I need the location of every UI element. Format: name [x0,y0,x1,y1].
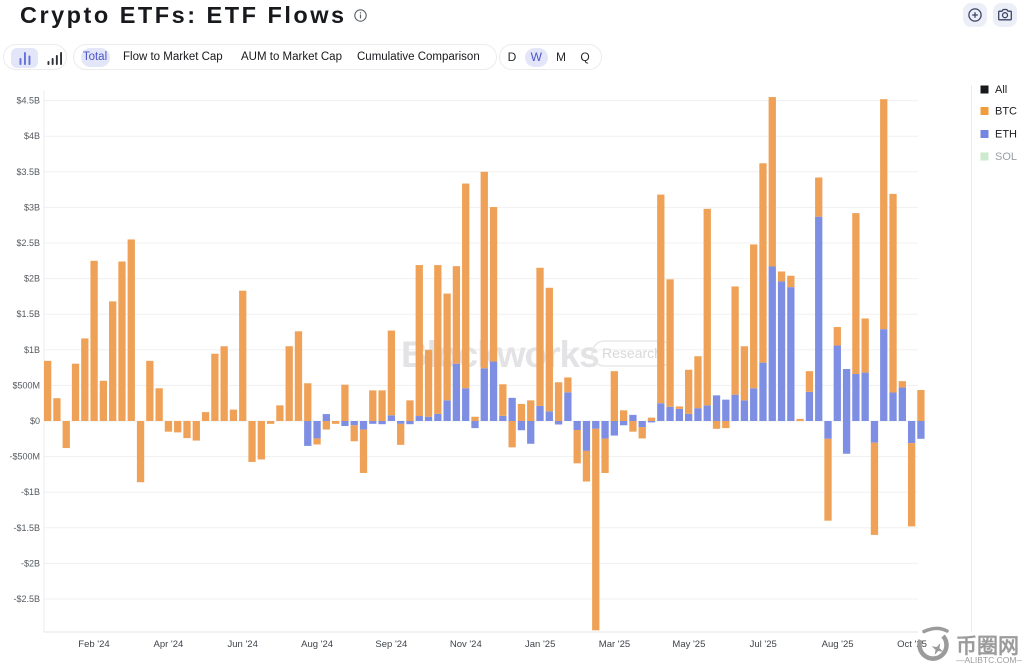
svg-text:-$1B: -$1B [21,487,40,497]
svg-text:Aug '25: Aug '25 [822,639,854,650]
svg-text:$2.5B: $2.5B [16,238,40,248]
svg-text:币圈网: 币圈网 [956,635,1019,658]
svg-text:$500M: $500M [12,380,40,390]
svg-text:ETH: ETH [995,129,1017,141]
svg-text:Aug '24: Aug '24 [301,639,333,650]
svg-text:-$1.5B: -$1.5B [13,523,40,533]
svg-text:$3B: $3B [24,202,40,212]
svg-text:Jun '24: Jun '24 [228,639,258,650]
svg-text:Jul '25: Jul '25 [750,639,777,650]
svg-text:SOL: SOL [995,151,1017,163]
svg-text:-$500M: -$500M [9,452,40,462]
svg-text:All: All [995,84,1007,96]
svg-text:$4.5B: $4.5B [16,96,40,106]
svg-text:$3.5B: $3.5B [16,167,40,177]
svg-text:BTC: BTC [995,106,1017,118]
svg-text:$2B: $2B [24,274,40,284]
svg-text:Nov '24: Nov '24 [450,639,482,650]
svg-text:Research: Research [602,345,662,361]
svg-text:$4B: $4B [24,131,40,141]
svg-text:$0: $0 [30,416,40,426]
svg-text:Oct '25: Oct '25 [897,639,927,650]
svg-text:Apr '24: Apr '24 [153,639,183,650]
svg-text:Feb '24: Feb '24 [78,639,109,650]
svg-text:$1.5B: $1.5B [16,309,40,319]
svg-text:Mar '25: Mar '25 [599,639,630,650]
svg-text:Sep '24: Sep '24 [375,639,407,650]
svg-text:—ALIBTC.COM—: —ALIBTC.COM— [956,655,1022,665]
svg-text:-$2.5B: -$2.5B [13,594,40,604]
svg-text:$1B: $1B [24,345,40,355]
svg-text:Jan '25: Jan '25 [525,639,555,650]
svg-text:May '25: May '25 [672,639,705,650]
svg-text:-$2B: -$2B [21,558,40,568]
